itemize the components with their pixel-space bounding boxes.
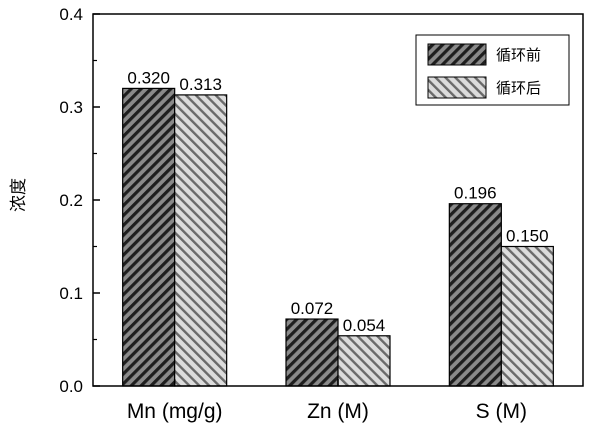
bars <box>122 87 554 387</box>
y-axis-ticks: 0.0 0.1 0.2 0.3 0.4 <box>59 5 100 396</box>
bar-after-2 <box>500 245 554 387</box>
plot-frame <box>92 13 584 387</box>
bar-before-1 <box>285 318 339 387</box>
bar-after-0 <box>174 94 228 387</box>
bar-before-2 <box>448 203 502 387</box>
x-category-label: Mn (mg/g) <box>127 400 223 423</box>
y-axis-label: 浓度 <box>9 178 28 212</box>
y-tick-label: 0.1 <box>59 284 83 303</box>
data-label: 0.054 <box>343 316 386 335</box>
legend-label-before: 循环前 <box>496 47 541 64</box>
data-labels: 0.320 0.313 0.072 0.054 0.196 0.150 <box>127 68 548 334</box>
x-category-label: Zn (M) <box>307 400 369 423</box>
y-tick-label: 0.3 <box>59 98 83 117</box>
x-category-label: S (M) <box>476 400 527 423</box>
bar-before-0 <box>122 87 176 387</box>
x-axis-categories: Mn (mg/g) Zn (M) S (M) <box>127 379 527 423</box>
legend-label-after: 循环后 <box>496 80 541 97</box>
y-tick-label: 0.2 <box>59 191 83 210</box>
data-label: 0.150 <box>506 227 549 246</box>
bar-after-1 <box>337 335 391 387</box>
legend-swatch-after <box>427 76 487 99</box>
data-label: 0.313 <box>179 75 222 94</box>
y-axis-label-group: 浓度 <box>9 178 28 212</box>
data-label: 0.320 <box>127 68 170 87</box>
data-label: 0.072 <box>291 299 334 318</box>
y-tick-label: 0.0 <box>59 377 83 396</box>
y-tick-label: 0.4 <box>59 5 83 24</box>
legend-swatch-before <box>427 43 487 66</box>
legend: 循环前 循环后 <box>415 34 570 106</box>
data-label: 0.196 <box>454 184 497 203</box>
